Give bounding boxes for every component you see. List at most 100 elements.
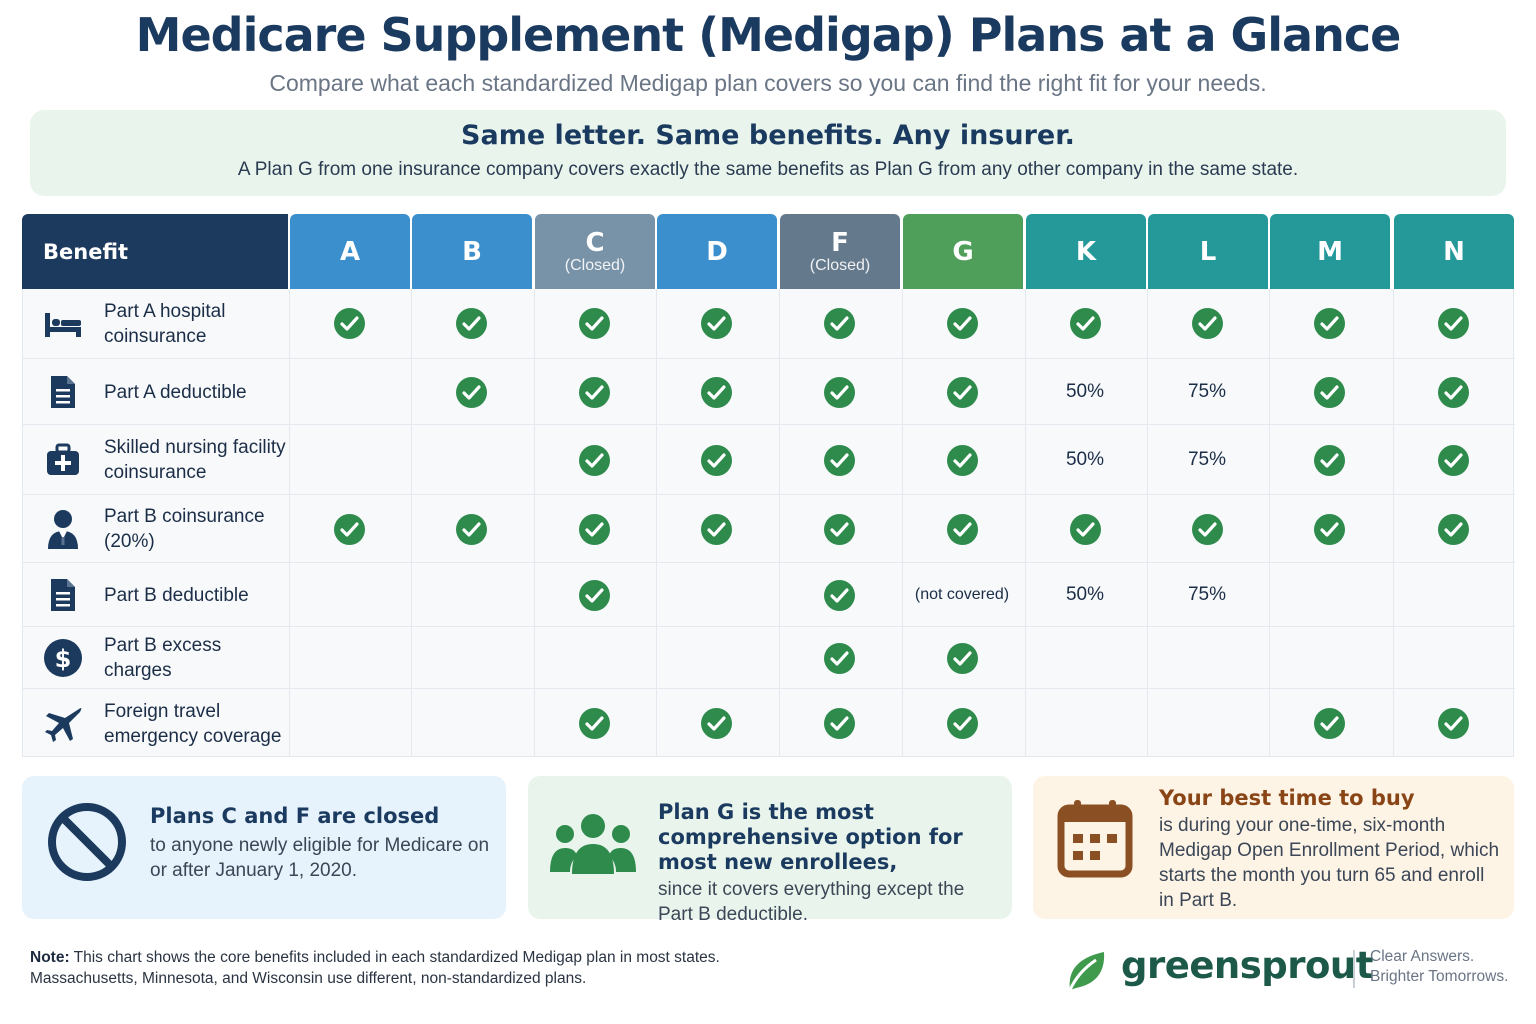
- covered-cell: [411, 509, 531, 549]
- covered-cell: [534, 372, 654, 412]
- airplane-icon: [41, 702, 85, 746]
- brand-logo: greensprout Clear Answers. Brighter Tomo…: [1064, 944, 1524, 996]
- svg-text:$: $: [55, 645, 72, 673]
- coverage-value-cell: 75%: [1147, 575, 1267, 615]
- info-banner: Same letter. Same benefits. Any insurer.…: [30, 110, 1506, 196]
- plan-letter: M: [1317, 236, 1343, 267]
- check-icon: [1437, 308, 1469, 339]
- covered-cell: [779, 372, 899, 412]
- plan-header-b: B: [412, 214, 532, 289]
- column-divider: [411, 289, 412, 757]
- covered-cell: [1147, 509, 1267, 549]
- closed-plans-card: Plans C and F are closed to anyone newly…: [22, 776, 506, 919]
- covered-cell: [656, 509, 776, 549]
- calendar-icon: [1057, 800, 1133, 878]
- covered-cell: [779, 638, 899, 678]
- check-icon: [1313, 513, 1345, 545]
- plan-status: (Closed): [809, 256, 871, 274]
- plan-letter: L: [1199, 236, 1217, 267]
- bed-icon: [41, 302, 85, 346]
- check-icon: [578, 708, 610, 739]
- covered-cell: [1147, 304, 1267, 344]
- check-icon: [578, 376, 610, 408]
- covered-cell: [902, 304, 1022, 344]
- coverage-value-cell: 50%: [1025, 575, 1145, 615]
- document-icon: [41, 370, 85, 414]
- check-icon: [455, 308, 487, 339]
- coverage-value-cell: 75%: [1147, 372, 1267, 412]
- medical-kit-icon: [41, 438, 85, 482]
- covered-cell: [656, 372, 776, 412]
- check-icon: [1069, 308, 1101, 339]
- page-title: Medicare Supplement (Medigap) Plans at a…: [135, 8, 1402, 62]
- table-row: $ Part B excess charges: [23, 626, 1515, 688]
- plan-status: (Closed): [564, 256, 626, 274]
- leaf-icon: [1068, 952, 1105, 991]
- coverage-value-cell: 50%: [1025, 372, 1145, 412]
- check-icon: [1313, 708, 1345, 739]
- benefit-column-header: Benefit: [22, 214, 288, 289]
- covered-cell: [1269, 440, 1389, 480]
- check-icon: [823, 513, 855, 545]
- table-body: Part A hospital coinsurance Part A deduct…: [22, 289, 1515, 757]
- check-icon: [823, 579, 855, 611]
- banner-heading: Same letter. Same benefits. Any insurer.: [461, 120, 1075, 151]
- table-row: Foreign travel emergency coverage: [23, 688, 1515, 757]
- covered-cell: [289, 304, 409, 344]
- brand-name: greensprout: [1121, 944, 1373, 987]
- covered-cell: [1025, 509, 1145, 549]
- check-icon: [1437, 708, 1469, 739]
- coverage-value-cell: 75%: [1147, 440, 1267, 480]
- benefit-label: Part B coinsurance (20%): [104, 506, 265, 552]
- check-icon: [946, 708, 978, 739]
- covered-cell: [1269, 372, 1389, 412]
- best-time-text: is during your one-time, six-month Medig…: [1159, 815, 1500, 911]
- column-divider: [1393, 289, 1394, 757]
- column-divider: [534, 289, 535, 757]
- covered-cell: [779, 509, 899, 549]
- check-icon: [946, 376, 978, 408]
- table-row: Skilled nursing facility coinsurance 50% 7…: [23, 424, 1515, 494]
- check-icon: [823, 308, 855, 339]
- check-icon: [1191, 513, 1223, 545]
- check-icon: [1313, 308, 1345, 339]
- plan-header-a: A: [290, 214, 410, 289]
- benefit-label: Skilled nursing facility coinsurance: [104, 437, 286, 483]
- coverage-value: 50%: [1065, 449, 1105, 470]
- plan-header-d: D: [657, 214, 777, 289]
- check-icon: [946, 642, 978, 674]
- check-icon: [455, 513, 487, 545]
- table-row: Part B deductible (not covered) 50% 75%: [23, 562, 1515, 626]
- covered-cell: [534, 440, 654, 480]
- check-icon: [578, 513, 610, 545]
- column-divider: [779, 289, 780, 757]
- covered-cell: [1393, 372, 1513, 412]
- check-icon: [1313, 444, 1345, 476]
- plan-g-heading: Plan G is the most comprehensive option …: [658, 800, 963, 874]
- column-divider: [1269, 289, 1270, 757]
- check-icon: [823, 708, 855, 739]
- check-icon: [946, 308, 978, 339]
- covered-cell: [411, 304, 531, 344]
- prohibited-icon: [48, 803, 126, 881]
- check-icon: [946, 444, 978, 476]
- check-icon: [1069, 513, 1101, 545]
- covered-cell: [902, 638, 1022, 678]
- check-icon: [823, 444, 855, 476]
- benefit-label: Part A hospital coinsurance: [104, 300, 226, 347]
- coverage-value-cell: (not covered): [902, 575, 1022, 615]
- covered-cell: [1393, 304, 1513, 344]
- benefit-label: Part B excess charges: [104, 635, 222, 681]
- plan-letter: F: [831, 227, 849, 258]
- brand-divider: [1353, 950, 1355, 988]
- covered-cell: [1393, 704, 1513, 744]
- coverage-value: 50%: [1065, 584, 1105, 605]
- plan-letter: C: [585, 227, 605, 258]
- plan-header-n: N: [1394, 214, 1514, 289]
- column-divider: [1025, 289, 1026, 757]
- check-icon: [823, 642, 855, 674]
- covered-cell: [1025, 304, 1145, 344]
- coverage-value-cell: 50%: [1025, 440, 1145, 480]
- covered-cell: [1269, 509, 1389, 549]
- benefit-header-label: Benefit: [43, 239, 129, 264]
